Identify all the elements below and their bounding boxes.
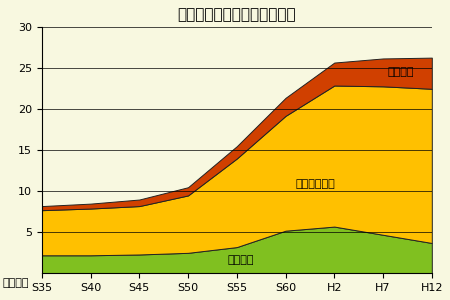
Text: （千人）: （千人） (3, 278, 29, 288)
Title: 東員町の年齢三区分人口推移: 東員町の年齢三区分人口推移 (177, 7, 296, 22)
Text: 老年人口: 老年人口 (388, 67, 414, 77)
Text: 年少人口: 年少人口 (227, 256, 253, 266)
Text: 生産年齢人口: 生産年齢人口 (295, 179, 335, 189)
